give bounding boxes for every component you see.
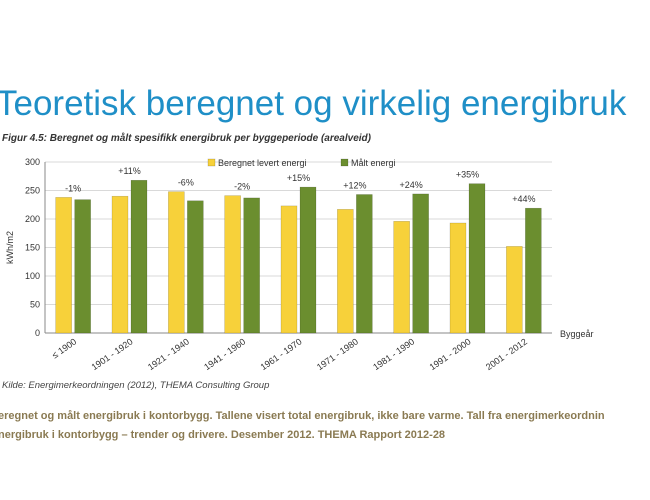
x-tick-label: 1921 - 1940	[146, 336, 191, 372]
legend-label: Beregnet levert energi	[218, 158, 307, 168]
source-note: Kilde: Energimerkeordningen (2012), THEM…	[2, 380, 270, 391]
x-tick-label: 1981 - 1990	[371, 336, 416, 372]
footer-text-line-1: eregnet og målt energibruk i kontorbygg.…	[0, 410, 605, 422]
y-tick-label: 300	[25, 157, 40, 167]
data-label: +15%	[287, 173, 310, 183]
bar-maalt	[525, 207, 542, 334]
bar-beregnet	[506, 246, 523, 334]
bar-beregnet	[55, 197, 72, 334]
bar-maalt	[299, 186, 317, 334]
x-axis-label: Byggeår	[560, 329, 594, 339]
y-axis-label: kWh/m2	[5, 231, 15, 264]
x-tick-label: ≤ 1900	[50, 336, 78, 360]
bar-beregnet	[168, 191, 185, 334]
legend-swatch	[207, 158, 216, 167]
bar-beregnet	[393, 221, 410, 334]
legend-swatch	[340, 158, 349, 167]
y-tick-label: 100	[25, 271, 40, 281]
y-tick-label: 150	[25, 243, 40, 253]
bar-beregnet	[337, 209, 354, 334]
y-tick-label: 200	[25, 214, 40, 224]
data-label: +35%	[456, 170, 479, 180]
x-tick-label: 1901 - 1920	[90, 336, 135, 372]
bar-maalt	[74, 199, 91, 334]
bar-beregnet	[111, 195, 129, 334]
bar-maalt	[130, 179, 148, 334]
y-tick-label: 250	[25, 186, 40, 196]
x-tick-label: 1941 - 1960	[202, 336, 247, 372]
data-label: -6%	[178, 178, 194, 188]
data-label: -2%	[234, 182, 250, 192]
data-label: +12%	[343, 180, 366, 190]
bar-maalt	[243, 197, 260, 334]
bar-maalt	[468, 183, 486, 334]
x-tick-label: 1961 - 1970	[259, 336, 304, 372]
bar-maalt	[356, 194, 373, 334]
bar-beregnet	[449, 222, 467, 334]
bar-maalt	[412, 193, 429, 334]
data-label: -1%	[65, 183, 81, 193]
data-label: +44%	[512, 194, 535, 204]
data-label: +11%	[118, 166, 141, 176]
x-tick-label: 1991 - 2000	[428, 336, 473, 372]
legend-label: Målt energi	[351, 158, 396, 168]
x-tick-label: 2001 - 2012	[484, 336, 529, 372]
y-tick-label: 50	[30, 300, 40, 310]
bar-beregnet	[224, 195, 241, 334]
slide-title: Teoretisk beregnet og virkelig energibru…	[0, 84, 627, 123]
bar-chart: 0 50 100 150 200 250 300 kWh/m2 -1% ≤ 1900 +11% 190…	[5, 157, 594, 372]
data-label: +24%	[400, 180, 423, 190]
footer-text-line-2: nergibruk i kontorbygg – trender og driv…	[0, 429, 446, 441]
x-tick-label: 1971 - 1980	[315, 336, 360, 372]
bar-maalt	[187, 200, 204, 334]
y-tick-label: 0	[35, 328, 40, 338]
bar-beregnet	[280, 205, 298, 334]
figure-caption: Figur 4.5: Beregnet og målt spesifikk en…	[2, 133, 371, 144]
